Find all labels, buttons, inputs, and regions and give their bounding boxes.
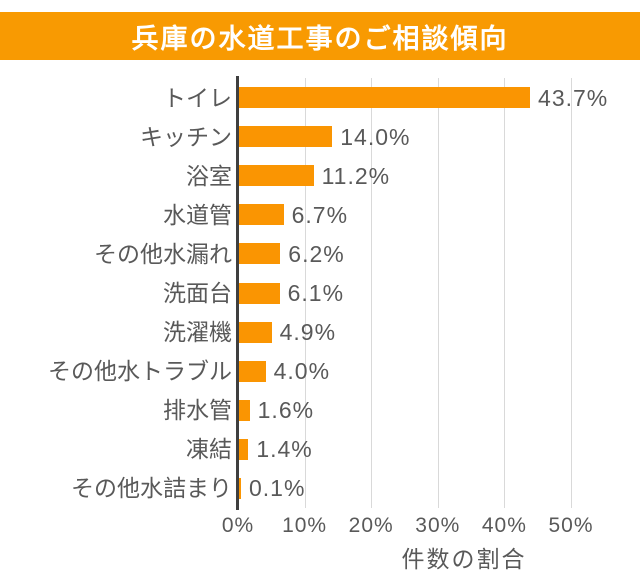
category-label: 排水管	[163, 397, 232, 424]
value-label: 1.4%	[256, 436, 313, 463]
bar	[239, 360, 266, 382]
gridline-50	[571, 78, 572, 508]
bar	[239, 438, 249, 460]
value-label: 6.2%	[288, 240, 345, 267]
x-tick-label: 20%	[348, 514, 394, 537]
chart-title: 兵庫の水道工事のご相談傾向	[131, 23, 509, 54]
bar	[239, 126, 333, 148]
title-banner: 兵庫の水道工事のご相談傾向	[0, 12, 640, 60]
category-label: 浴室	[186, 162, 232, 189]
bar	[239, 477, 241, 499]
category-label: その他水詰まり	[71, 475, 232, 502]
value-label: 6.7%	[291, 201, 349, 228]
category-label: 水道管	[163, 201, 232, 228]
category-label: 洗濯機	[163, 319, 232, 346]
gridline-30	[437, 78, 439, 508]
value-label: 6.1%	[287, 280, 345, 306]
category-label: 凍結	[186, 436, 232, 463]
bar	[239, 165, 314, 187]
bar	[239, 282, 280, 304]
x-tick-label: 50%	[548, 514, 594, 537]
value-label: 4.0%	[273, 358, 331, 385]
x-tick-label: 40%	[481, 514, 527, 537]
x-tick-label: 10%	[282, 514, 328, 537]
value-label: 1.6%	[257, 397, 315, 424]
value-label: 43.7%	[538, 84, 609, 111]
category-label: その他水漏れ	[94, 240, 232, 267]
gridline-20	[371, 78, 373, 508]
category-label: その他水トラブル	[48, 358, 232, 385]
value-label: 0.1%	[249, 475, 306, 502]
category-label: キッチン	[140, 123, 232, 150]
gridline-10	[304, 78, 306, 508]
x-axis-title: 件数の割合	[401, 546, 527, 572]
bar	[239, 87, 531, 109]
bar	[239, 204, 284, 226]
gridline-40	[504, 78, 506, 508]
value-label: 4.9%	[279, 319, 337, 346]
value-label: 11.2%	[321, 162, 391, 189]
bar	[239, 399, 250, 421]
category-label: トイレ	[163, 84, 232, 111]
bar	[239, 243, 281, 265]
value-label: 14.0%	[340, 123, 411, 150]
x-tick-label: 0%	[221, 514, 255, 537]
category-axis-line	[236, 76, 239, 510]
x-tick-label: 30%	[415, 514, 461, 537]
bar	[239, 321, 272, 343]
category-label: 洗面台	[163, 280, 232, 306]
